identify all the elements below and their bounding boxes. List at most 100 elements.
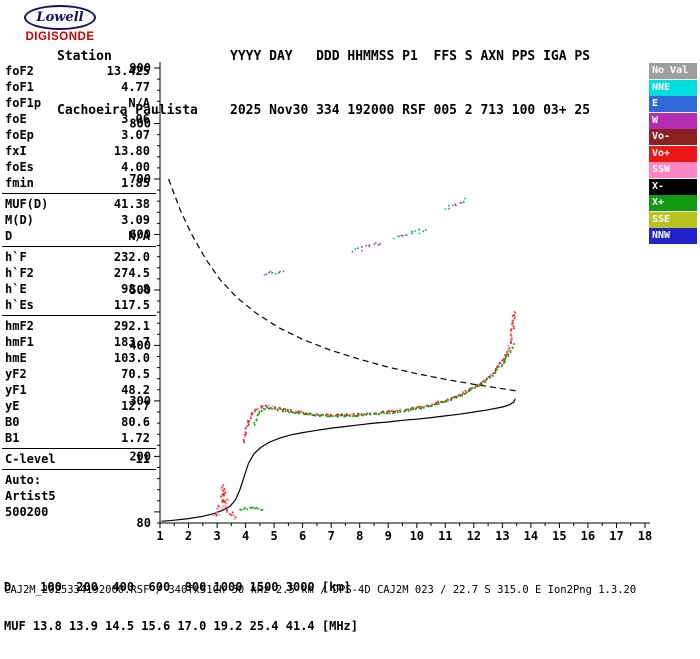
param-label: foEp <box>5 128 34 142</box>
parameter-panel: foF2 13.425 foF1 4.77 foF1p N/A foE 3.06 foEp 3.0… <box>2 63 156 520</box>
MUF-transmission-curve <box>168 178 517 392</box>
param-row: C-level 11 <box>2 451 156 467</box>
param-label: B0 <box>5 415 20 429</box>
lowell-logo-text: Lowell <box>36 10 84 25</box>
param-row: yE 12.7 <box>2 398 156 414</box>
param-label: fmin <box>5 176 34 190</box>
param-label: hmF1 <box>5 335 34 349</box>
svg-text:9: 9 <box>385 529 392 543</box>
param-value: 48.2 <box>121 383 150 397</box>
legend-item-ssw: SSW <box>649 162 697 178</box>
lowell-logo-oval: Lowell <box>24 5 96 30</box>
param-value: 41.38 <box>113 197 150 211</box>
legend-item-no-val: No Val <box>649 63 697 79</box>
doppler-direction-legend: No Val NNE E W Vo- Vo+ SSW X- X+ SSE NNW <box>649 63 697 245</box>
param-value: 70.5 <box>121 367 150 381</box>
param-group-confidence: C-level 11 <box>2 451 156 467</box>
param-row: foEs 4.00 <box>2 159 156 175</box>
legend-item-x-: X- <box>649 178 697 195</box>
param-value: 80.6 <box>121 415 150 429</box>
param-row: foF1p N/A <box>2 95 156 111</box>
svg-text:12: 12 <box>467 529 481 543</box>
param-row: fmin 1.85 <box>2 175 156 191</box>
param-row: hmF1 183.7 <box>2 334 156 350</box>
param-label: foEs <box>5 160 34 174</box>
param-value: N/A <box>128 229 150 243</box>
param-row: h`F 232.0 <box>2 249 156 265</box>
digisonde-logo-text: DIGISONDE <box>25 31 95 43</box>
param-row: foE 3.06 <box>2 111 156 127</box>
param-row: B1 1.72 <box>2 430 156 446</box>
legend-item-nne: NNE <box>649 79 697 96</box>
svg-text:18: 18 <box>638 529 652 543</box>
param-value: N/A <box>128 96 150 110</box>
svg-text:13: 13 <box>495 529 509 543</box>
param-value: 4.00 <box>121 160 150 174</box>
station-name: Cachoeira Paulista <box>57 103 198 118</box>
param-row: hmF2 292.1 <box>2 318 156 334</box>
param-label: h`Es <box>5 298 34 312</box>
param-label: D <box>5 229 13 243</box>
divider <box>2 193 156 194</box>
param-label: MUF(D) <box>5 197 49 211</box>
autoscale-info-line: Auto: <box>5 473 42 487</box>
svg-text:16: 16 <box>581 529 595 543</box>
param-row: foEp 3.07 <box>2 127 156 143</box>
divider <box>2 315 156 316</box>
param-label: hmF2 <box>5 319 34 333</box>
param-label: fxI <box>5 144 27 158</box>
digisonde-logo: Lowell DIGISONDE <box>8 5 112 43</box>
param-row: MUF(D) 41.38 <box>2 196 156 212</box>
divider <box>2 448 156 449</box>
param-value: 13.425 <box>106 64 150 78</box>
param-value: 1.85 <box>121 176 150 190</box>
divider <box>2 469 156 470</box>
echo-traces <box>212 197 517 520</box>
svg-text:6: 6 <box>299 529 306 543</box>
param-row: M(D) 3.09 <box>2 212 156 228</box>
svg-text:10: 10 <box>410 529 424 543</box>
autoscale-info-line: Artist5 <box>5 489 56 503</box>
param-value: 98.8 <box>121 282 150 296</box>
station-label: Station <box>57 49 112 64</box>
svg-text:8: 8 <box>356 529 363 543</box>
param-value: 103.0 <box>113 351 150 365</box>
true-height-profile <box>161 398 516 522</box>
station-block: Station Cachoeira Paulista <box>57 12 198 156</box>
legend-item-w: W <box>649 112 697 129</box>
param-value: 117.5 <box>113 298 150 312</box>
param-row: h`Es 117.5 <box>2 297 156 313</box>
svg-text:17: 17 <box>609 529 623 543</box>
param-label: C-level <box>5 452 56 466</box>
autoscale-info-line: 500200 <box>5 505 49 519</box>
muf-row: MUF 13.8 13.9 14.5 15.6 17.0 19.2 25.4 4… <box>4 619 359 633</box>
svg-text:4: 4 <box>242 529 249 543</box>
param-row: B0 80.6 <box>2 414 156 430</box>
param-row: yF2 70.5 <box>2 366 156 382</box>
muf-distance-table: D 100 200 400 600 800 1000 1500 3000 [km… <box>4 555 358 659</box>
svg-text:15: 15 <box>552 529 566 543</box>
param-label: foF2 <box>5 64 34 78</box>
param-label: h`F2 <box>5 266 34 280</box>
param-label: yE <box>5 399 20 413</box>
param-value: 13.80 <box>113 144 150 158</box>
divider <box>2 246 156 247</box>
header-values: 2025 Nov30 334 192000 RSF 005 2 713 100 … <box>230 103 591 118</box>
legend-item-vo+: Vo+ <box>649 145 697 162</box>
header-columns: YYYY DAY DDD HHMMSS P1 FFS S AXN PPS IGA… <box>230 49 591 64</box>
param-value: 183.7 <box>113 335 150 349</box>
param-label: foF1 <box>5 80 34 94</box>
param-label: foE <box>5 112 27 126</box>
file-info-line: CAJ2M_2025334192000.RSF / 340fx51Ch 50 k… <box>4 584 637 596</box>
param-group-frequencies: foF2 13.425 foF1 4.77 foF1p N/A foE 3.06 foEp 3.0… <box>2 63 156 191</box>
param-row: fxI 13.80 <box>2 143 156 159</box>
param-value: 1.72 <box>121 431 150 445</box>
param-row: foF2 13.425 <box>2 63 156 79</box>
measurement-header: YYYY DAY DDD HHMMSS P1 FFS S AXN PPS IGA… <box>230 12 590 156</box>
param-label: yF2 <box>5 367 27 381</box>
param-group-virtual-heights: h`F 232.0 h`F2 274.5 h`E 98.8 h`Es 117.5 <box>2 249 156 313</box>
svg-text:7: 7 <box>328 529 335 543</box>
legend-item-nnw: NNW <box>649 228 697 244</box>
param-group-muf: MUF(D) 41.38 M(D) 3.09 D N/A <box>2 196 156 244</box>
legend-item-e: E <box>649 96 697 112</box>
